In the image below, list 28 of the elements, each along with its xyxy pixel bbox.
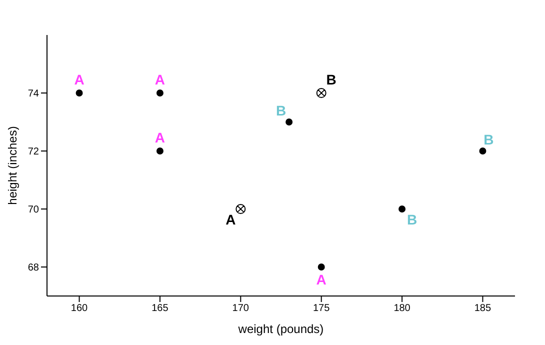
point — [398, 206, 406, 212]
data-label: B — [484, 132, 494, 148]
data-label: B — [276, 102, 286, 119]
y-axis-title: height (inches) — [5, 126, 20, 205]
data-label: B — [406, 212, 418, 228]
data-label: A — [154, 72, 166, 88]
y-tick-label: 74 — [28, 88, 40, 100]
y-tick-label: 68 — [28, 262, 40, 274]
point — [76, 90, 83, 96]
data-label: A — [226, 212, 236, 228]
x-tick-label: 170 — [232, 303, 250, 314]
x-tick-label: 160 — [70, 303, 88, 314]
x-tick-label: 165 — [152, 303, 169, 314]
point — [318, 264, 325, 270]
data-label: A — [74, 72, 84, 88]
x-tick-label: 180 — [394, 303, 411, 314]
x-tick-label: 175 — [313, 303, 330, 314]
data-label: B — [326, 72, 336, 88]
y-tick-label: 72 — [28, 146, 40, 158]
x-axis-title: weight (pounds) — [237, 322, 324, 336]
point — [156, 148, 164, 154]
point — [156, 90, 164, 96]
y-tick-label: 70 — [28, 204, 40, 216]
data-label: A — [154, 130, 166, 146]
point — [479, 148, 486, 154]
x-tick-label: 185 — [474, 303, 492, 314]
data-label: A — [316, 272, 326, 288]
point — [286, 118, 293, 126]
